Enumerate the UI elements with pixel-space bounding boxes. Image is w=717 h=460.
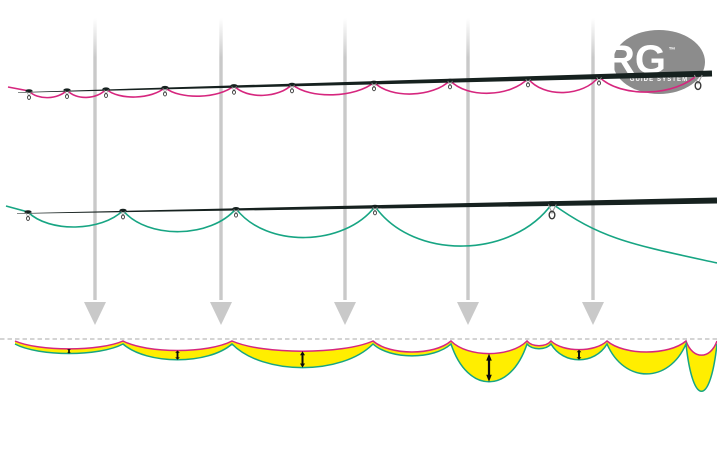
svg-text:™: ™	[669, 47, 676, 54]
